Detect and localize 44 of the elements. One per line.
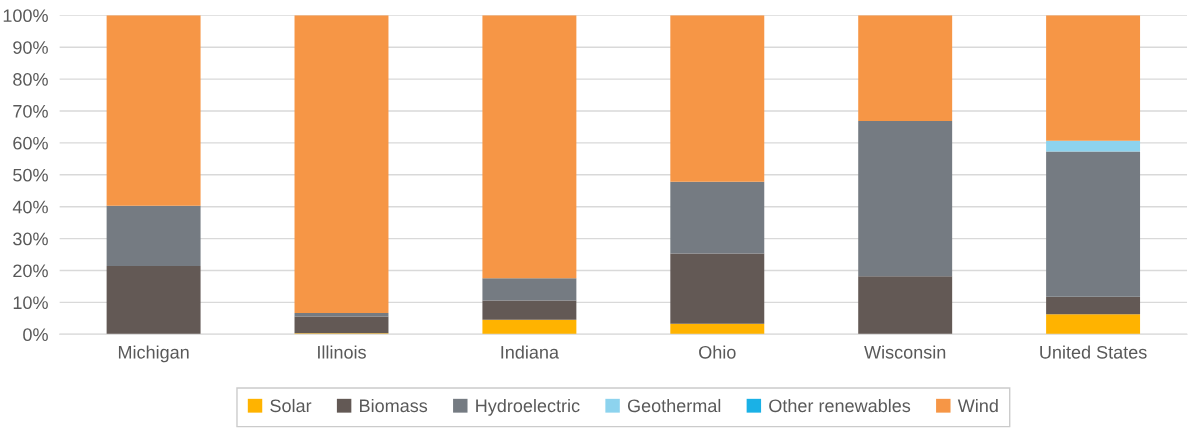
legend-label: Geothermal [627, 398, 721, 413]
x-tick-label: Ohio [699, 345, 736, 359]
bar [482, 300, 577, 320]
y-tick-label: 30% [13, 232, 48, 246]
x-tick-label: Illinois [318, 345, 366, 359]
bar [106, 266, 201, 335]
y-tick-label: 0% [23, 328, 48, 342]
bar [858, 15, 953, 121]
bar [1046, 151, 1141, 297]
bar [106, 205, 201, 267]
bar [482, 278, 577, 301]
bar [106, 15, 201, 206]
y-tick-label: 10% [13, 296, 48, 310]
bar [858, 120, 953, 277]
legend-label: Other renewables [769, 398, 911, 413]
y-tick-label: 20% [13, 264, 48, 278]
bar [294, 15, 389, 313]
y-tick-label: 60% [13, 136, 48, 150]
bar [1046, 314, 1141, 335]
legend-label: Solar [270, 398, 312, 413]
bar [482, 15, 577, 279]
x-tick-label: Wisconsin [864, 345, 946, 359]
bar [858, 276, 953, 335]
bar [1046, 296, 1141, 315]
x-tick-label: Michigan [118, 345, 189, 363]
legend-label: Biomass [360, 398, 428, 413]
bar [670, 181, 765, 254]
bar [1046, 140, 1141, 152]
bar [1046, 15, 1141, 141]
bar [670, 253, 765, 324]
y-tick-label: 70% [13, 104, 48, 118]
bar [482, 319, 577, 335]
bar [294, 316, 389, 334]
bar [670, 323, 765, 335]
y-tick-label: 100% [3, 9, 48, 23]
x-tick-label: United States [1040, 345, 1147, 359]
y-tick-label: 40% [12, 200, 48, 214]
legend-label: Wind [957, 398, 998, 413]
bar [670, 15, 765, 182]
y-tick-label: 90% [13, 41, 48, 54]
y-tick-label: 50% [13, 168, 48, 182]
legend-label: Hydroelectric [476, 398, 580, 416]
y-tick-label: 80% [13, 73, 48, 86]
x-tick-label: Indiana [501, 345, 560, 359]
